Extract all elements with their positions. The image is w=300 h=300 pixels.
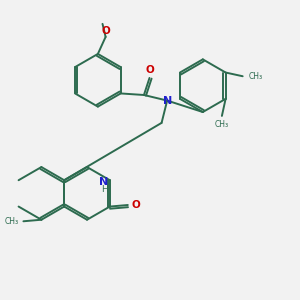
Text: CH₃: CH₃ bbox=[248, 72, 262, 81]
Text: N: N bbox=[99, 177, 108, 187]
Text: CH₃: CH₃ bbox=[4, 217, 19, 226]
Text: O: O bbox=[101, 26, 110, 36]
Text: N: N bbox=[163, 96, 172, 106]
Text: O: O bbox=[131, 200, 140, 210]
Text: H: H bbox=[101, 185, 108, 194]
Text: CH₃: CH₃ bbox=[215, 120, 229, 129]
Text: O: O bbox=[146, 65, 154, 75]
